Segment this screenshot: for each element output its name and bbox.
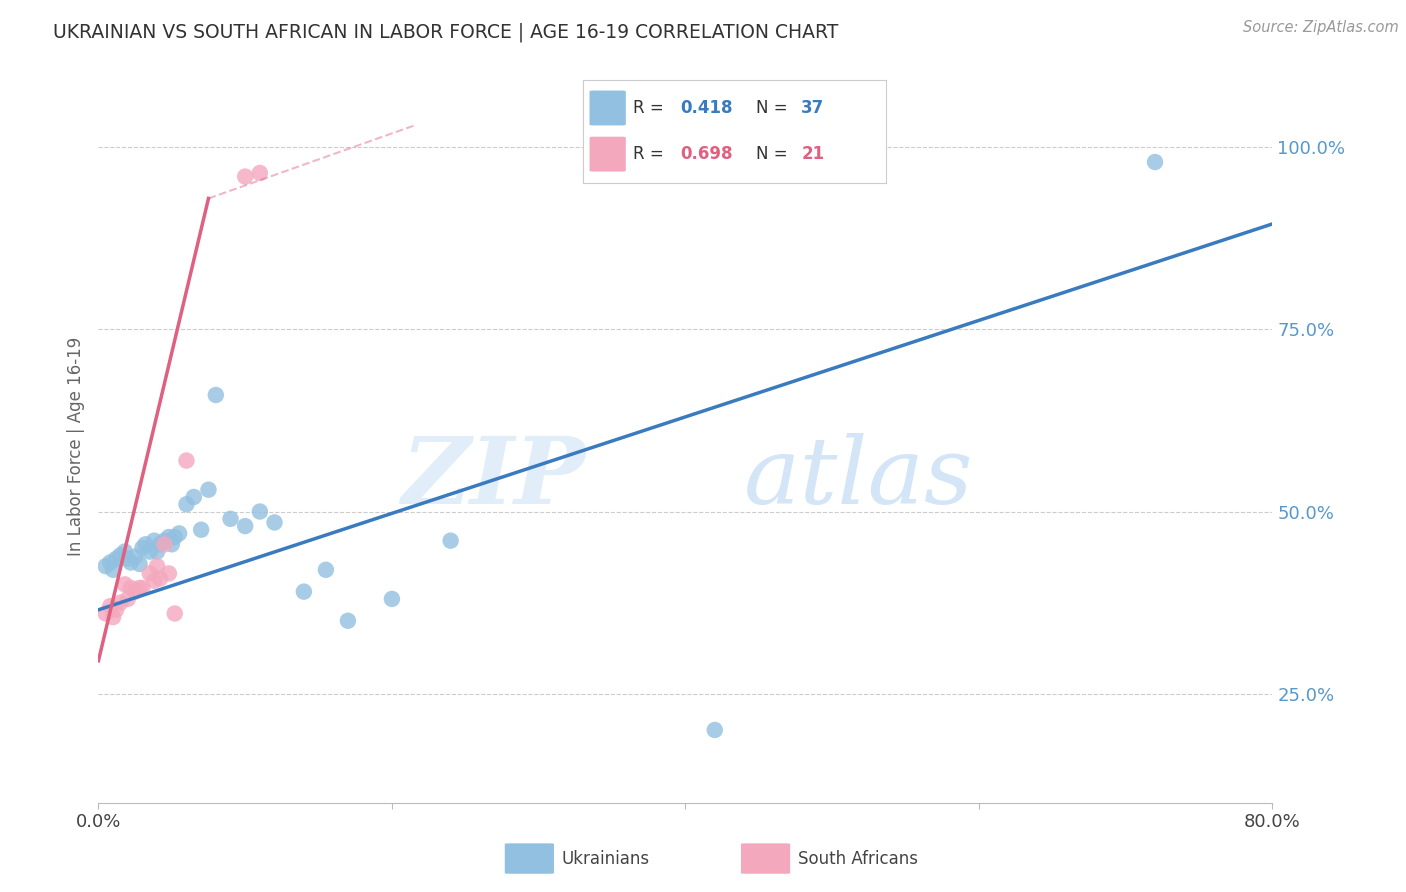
- Point: [101, 610, 124, 624]
- Point: [176, 497, 198, 511]
- Text: 37: 37: [801, 99, 824, 117]
- Text: 0.698: 0.698: [681, 145, 733, 163]
- Point: [124, 584, 146, 599]
- Point: [1144, 155, 1167, 169]
- Text: 21: 21: [801, 145, 824, 163]
- Point: [94, 559, 117, 574]
- Point: [114, 577, 136, 591]
- FancyBboxPatch shape: [589, 136, 626, 171]
- Point: [128, 581, 150, 595]
- Point: [149, 537, 172, 551]
- Point: [167, 526, 190, 541]
- Point: [703, 723, 725, 737]
- Text: N =: N =: [756, 99, 793, 117]
- Point: [98, 599, 121, 614]
- Point: [134, 537, 156, 551]
- Point: [249, 504, 271, 518]
- Point: [153, 537, 176, 551]
- Point: [381, 591, 404, 606]
- Text: ZIP: ZIP: [401, 434, 586, 523]
- Point: [143, 533, 166, 548]
- Point: [157, 530, 180, 544]
- Point: [292, 584, 315, 599]
- Point: [110, 548, 132, 562]
- Point: [163, 530, 186, 544]
- Point: [149, 572, 172, 586]
- Point: [160, 537, 183, 551]
- Point: [105, 552, 128, 566]
- Point: [263, 516, 285, 530]
- Text: 0.418: 0.418: [681, 99, 733, 117]
- Point: [176, 453, 198, 467]
- Point: [233, 169, 256, 184]
- Point: [143, 574, 166, 588]
- Point: [139, 544, 162, 558]
- Point: [101, 563, 124, 577]
- Text: R =: R =: [633, 145, 669, 163]
- Point: [117, 552, 139, 566]
- Point: [146, 544, 169, 558]
- Point: [315, 563, 337, 577]
- Y-axis label: In Labor Force | Age 16-19: In Labor Force | Age 16-19: [66, 336, 84, 556]
- Point: [233, 519, 256, 533]
- Point: [163, 607, 186, 621]
- Text: N =: N =: [756, 145, 793, 163]
- Point: [98, 556, 121, 570]
- Text: Ukrainians: Ukrainians: [561, 849, 650, 868]
- Point: [440, 533, 463, 548]
- Point: [157, 566, 180, 581]
- Point: [94, 607, 117, 621]
- Point: [117, 591, 139, 606]
- Point: [131, 541, 153, 555]
- FancyBboxPatch shape: [589, 91, 626, 126]
- Text: atlas: atlas: [744, 434, 973, 523]
- Point: [120, 581, 142, 595]
- Point: [219, 512, 242, 526]
- Text: South Africans: South Africans: [797, 849, 918, 868]
- Point: [110, 596, 132, 610]
- FancyBboxPatch shape: [505, 843, 554, 874]
- FancyBboxPatch shape: [741, 843, 790, 874]
- Point: [128, 557, 150, 571]
- Point: [114, 544, 136, 558]
- Point: [124, 549, 146, 564]
- Point: [105, 603, 128, 617]
- Point: [131, 581, 153, 595]
- Point: [336, 614, 359, 628]
- Point: [153, 533, 176, 548]
- Point: [120, 556, 142, 570]
- Text: R =: R =: [633, 99, 669, 117]
- Point: [146, 559, 169, 574]
- Point: [197, 483, 219, 497]
- Text: Source: ZipAtlas.com: Source: ZipAtlas.com: [1243, 20, 1399, 35]
- Point: [249, 166, 271, 180]
- Text: UKRAINIAN VS SOUTH AFRICAN IN LABOR FORCE | AGE 16-19 CORRELATION CHART: UKRAINIAN VS SOUTH AFRICAN IN LABOR FORC…: [53, 22, 839, 42]
- Point: [139, 566, 162, 581]
- Point: [205, 388, 228, 402]
- Point: [190, 523, 212, 537]
- Point: [183, 490, 205, 504]
